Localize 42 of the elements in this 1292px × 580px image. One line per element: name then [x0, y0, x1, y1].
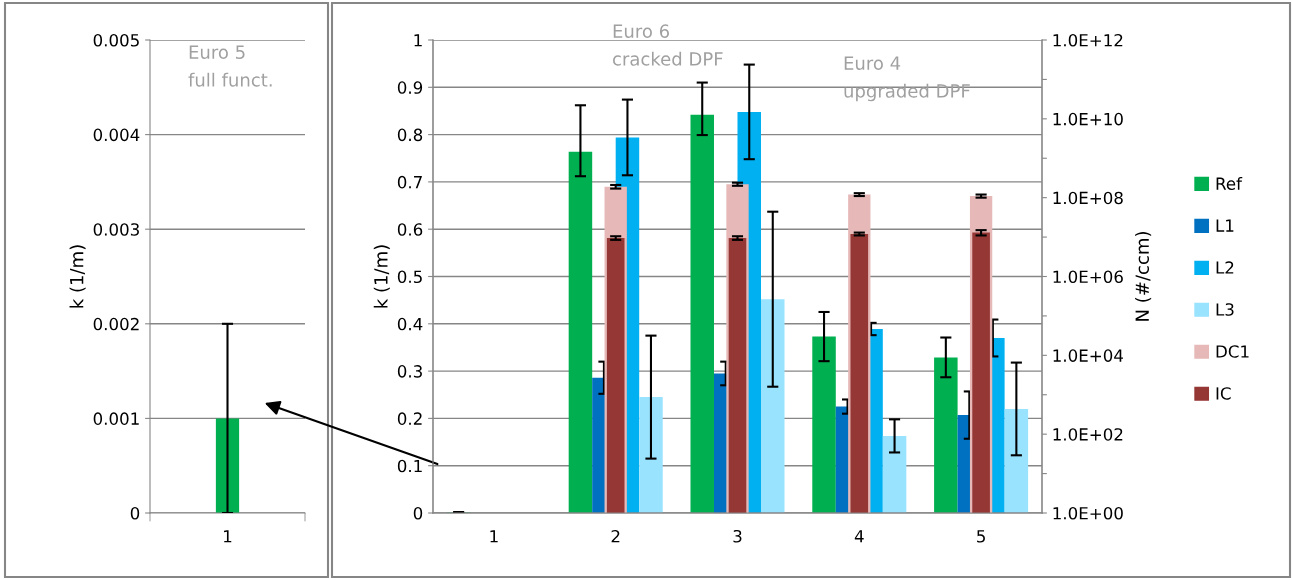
y-tick-label: 0 — [130, 506, 140, 520]
y-tick-label: 0.4 — [397, 317, 423, 331]
x-tick-label: 1 — [224, 530, 232, 543]
x-tick-label: 1 — [490, 530, 498, 543]
annotation: Euro 4 upgraded DPF — [844, 56, 970, 102]
y-tick-label: 0.002 — [93, 317, 139, 331]
y-tick-label: 0.9 — [397, 81, 423, 94]
y-tick-label: 0.3 — [397, 365, 422, 378]
y-tick-label: 0.5 — [397, 270, 422, 284]
y-tick-label: 0.6 — [397, 223, 423, 236]
y-axis-title: k (1/m) — [373, 245, 390, 308]
y-tick-label: 0.005 — [93, 33, 139, 47]
x-tick-label: 3 — [733, 529, 742, 543]
y2-axis-title: N (#/ccm) — [1135, 232, 1152, 321]
y2-tick-label: 1.0E+08 — [1053, 191, 1123, 205]
y2-tick-label: 1.0E+04 — [1053, 349, 1123, 362]
y-tick-label: 0.7 — [397, 175, 422, 189]
legend-label: DC1 — [1216, 345, 1249, 358]
legend-label: L3 — [1216, 303, 1234, 316]
x-tick-label: 5 — [977, 530, 985, 543]
legend-label: IC — [1216, 387, 1231, 400]
x-tick-label: 2 — [611, 529, 620, 543]
y-tick-label: 0 — [413, 506, 423, 520]
x-tick-label: 4 — [854, 530, 864, 543]
y-tick-label: 0.003 — [93, 223, 139, 236]
legend-label: L1 — [1216, 219, 1234, 232]
y-axis-title: k (1/m) — [69, 245, 86, 308]
y-tick-label: 0.001 — [93, 412, 139, 425]
y2-tick-label: 1.0E+12 — [1053, 33, 1123, 47]
y-tick-label: 0.004 — [93, 128, 140, 142]
annotation: Euro 6 cracked DPF — [613, 24, 723, 66]
y-tick-label: 0.1 — [397, 459, 422, 473]
legend-label: L2 — [1216, 261, 1234, 274]
y2-tick-label: 1.0E+10 — [1053, 112, 1123, 126]
y-tick-label: 0.8 — [397, 128, 423, 142]
annotation: Euro 5 full funct. — [188, 45, 272, 87]
y-tick-label: 1 — [414, 34, 422, 47]
y2-tick-label: 1.0E+06 — [1053, 270, 1123, 284]
y2-tick-label: 1.0E+00 — [1053, 506, 1123, 520]
y2-tick-label: 1.0E+02 — [1053, 428, 1123, 441]
y-tick-label: 0.2 — [397, 412, 422, 425]
legend-label: Ref — [1216, 177, 1243, 190]
